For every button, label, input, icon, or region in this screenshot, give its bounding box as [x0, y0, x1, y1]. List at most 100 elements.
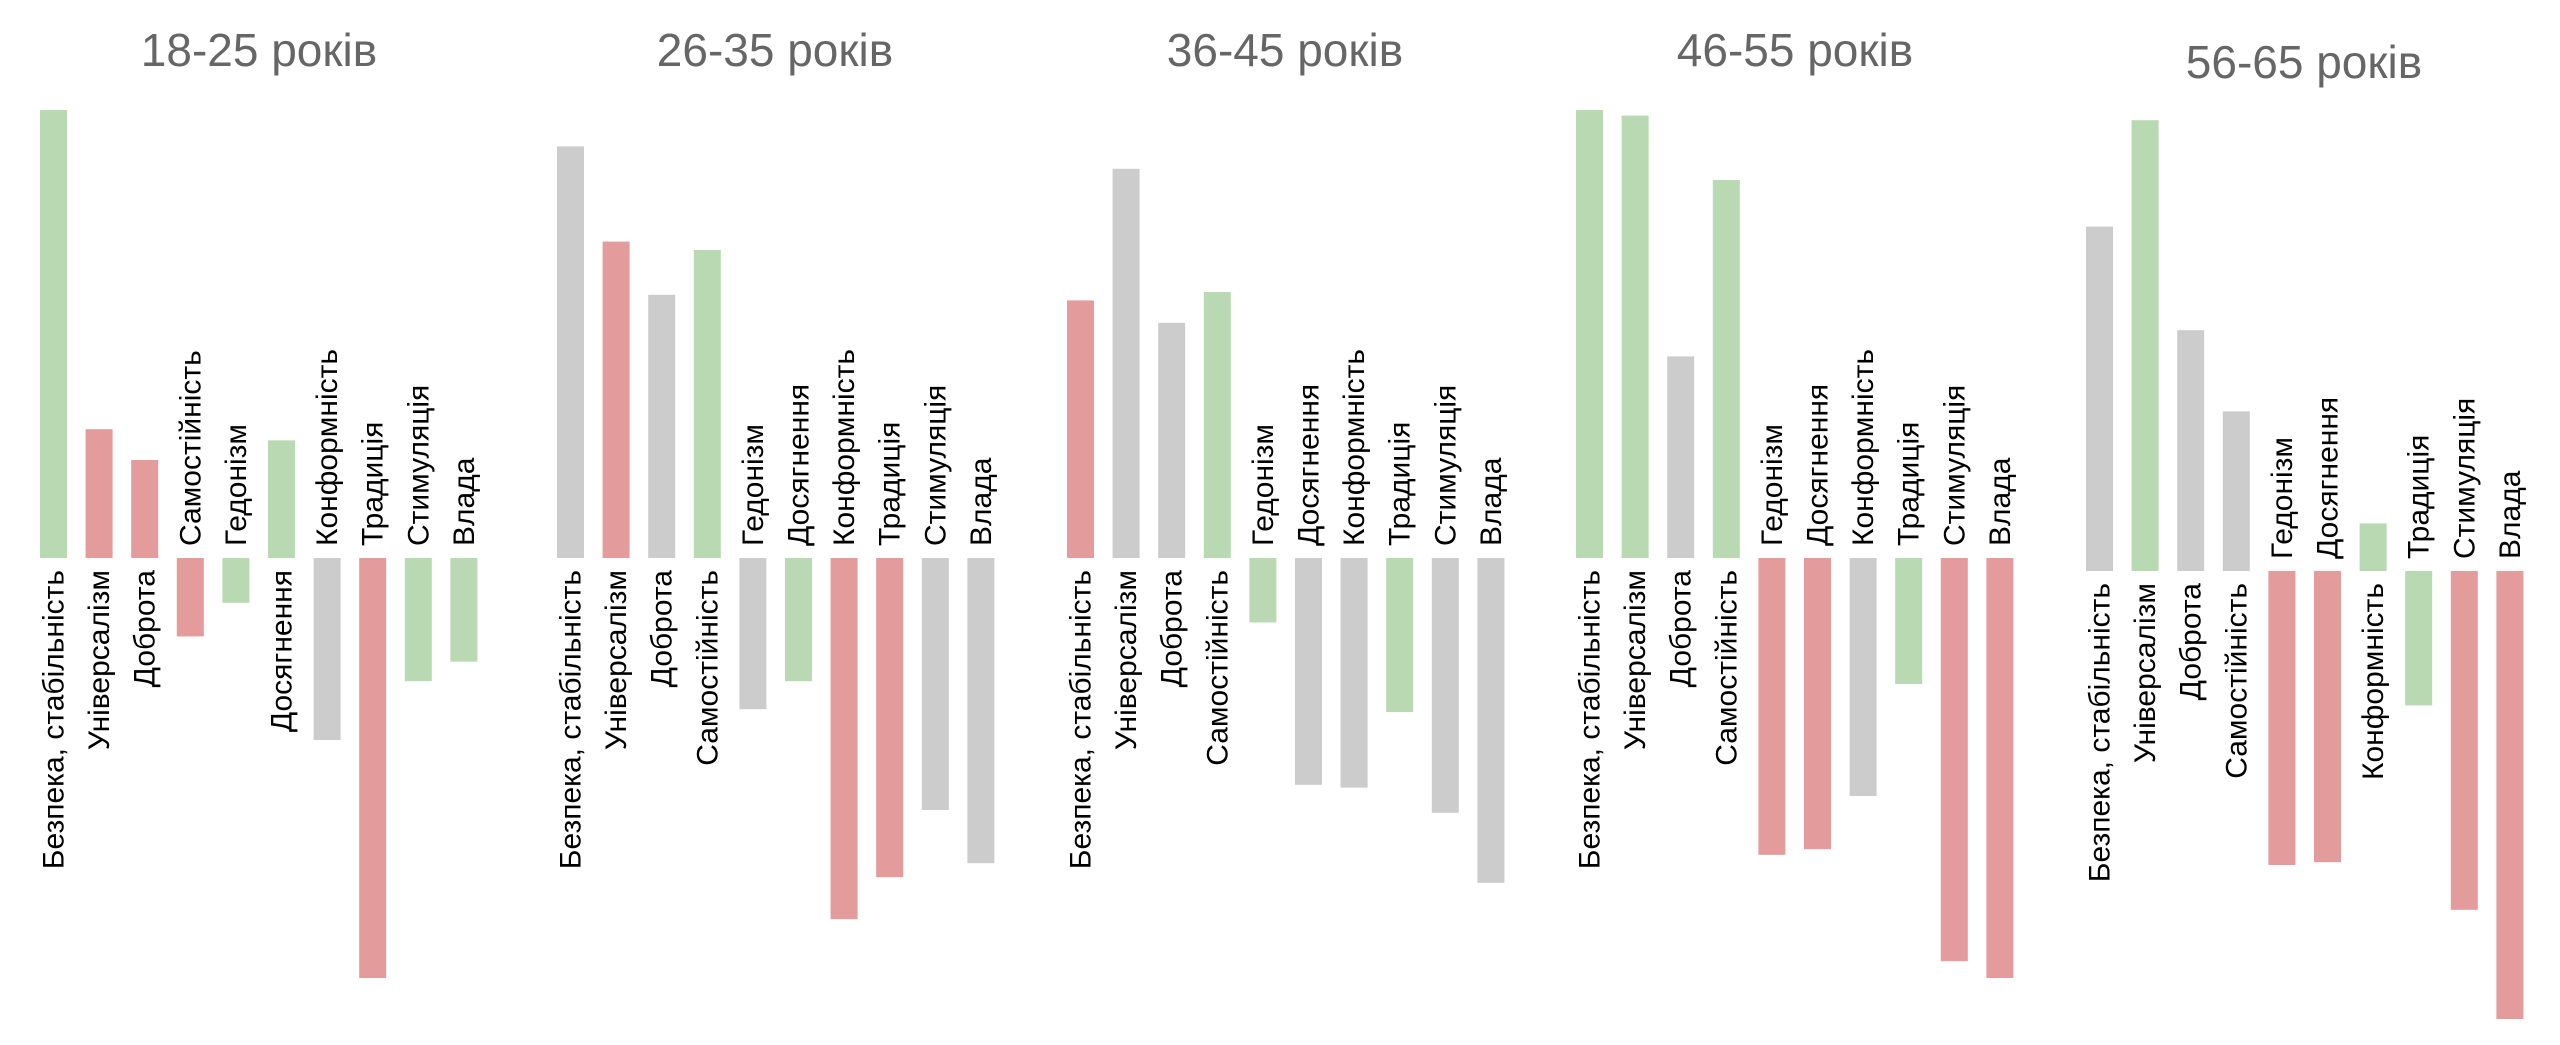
- bar-label: Гедонізм: [1756, 424, 1789, 546]
- bar-label: Традиція: [874, 422, 907, 546]
- bar-label: Доброта: [2175, 583, 2208, 701]
- panel-title: 18-25 років: [141, 24, 377, 76]
- bar: [1712, 180, 1740, 558]
- bar-label: Самостійність: [691, 570, 724, 766]
- bar: [131, 460, 159, 558]
- bar: [1940, 558, 1968, 962]
- bar: [1621, 115, 1649, 558]
- bar-label: Безпека, стабільність: [1065, 570, 1098, 869]
- bar-label: Універсалізм: [1619, 570, 1652, 750]
- panel-3: 36-45 років Безпека, стабільність Універса…: [1065, 24, 1508, 883]
- bar: [1477, 558, 1505, 883]
- bar: [1067, 300, 1094, 558]
- bar-label: Досягнення: [1293, 384, 1326, 546]
- bar-label: Стимуляція: [919, 385, 952, 546]
- bar: [1576, 110, 1603, 558]
- bar-label: Самостійність: [174, 350, 207, 546]
- bar: [2086, 226, 2113, 571]
- bar: [2496, 571, 2524, 1019]
- bar: [1804, 558, 1831, 850]
- bar-label: Досягнення: [1802, 384, 1835, 546]
- bar-label: Самостійність: [1201, 570, 1234, 766]
- bar-label: Універсалізм: [2129, 583, 2162, 763]
- bar: [2222, 411, 2250, 571]
- bar: [2359, 523, 2387, 571]
- bar: [1112, 168, 1140, 559]
- bar: [1431, 558, 1459, 813]
- bar-label: Безпека, стабільність: [2084, 583, 2117, 882]
- bar: [40, 110, 67, 558]
- bar: [2450, 571, 2478, 910]
- bar-label: Гедонізм: [2266, 437, 2299, 559]
- bar: [2131, 120, 2159, 571]
- bar: [785, 558, 812, 682]
- bar-label: Доброта: [129, 570, 162, 688]
- bar: [967, 558, 995, 864]
- bar-label: Досягнення: [783, 384, 816, 546]
- bar-label: Влада: [448, 457, 481, 546]
- bar-label: Безпека, стабільність: [1574, 570, 1607, 869]
- panel-2: 26-35 років Безпека, стабільність Універса…: [555, 24, 998, 920]
- bar: [921, 558, 949, 810]
- bar: [1295, 558, 1322, 785]
- bar: [176, 558, 204, 637]
- bar-label: Самостійність: [2220, 583, 2253, 779]
- bar-label: Конформність: [1847, 349, 1880, 546]
- bar: [1758, 558, 1786, 855]
- bar-label: Універсалізм: [600, 570, 633, 750]
- bar-label: Стимуляція: [1938, 385, 1971, 546]
- bar-label: Гедонізм: [737, 424, 770, 546]
- bar: [1340, 558, 1368, 788]
- bar-label: Влада: [2494, 470, 2527, 559]
- bar-label: Влада: [1475, 457, 1508, 546]
- bar: [876, 558, 904, 878]
- bar-label: Традиція: [2403, 435, 2436, 559]
- bar: [830, 558, 858, 920]
- bar-label: Досягнення: [2312, 397, 2345, 559]
- bar: [648, 294, 676, 558]
- panel-1: 18-25 років Безпека, стабільність Універса…: [38, 24, 481, 978]
- bar-label: Універсалізм: [83, 570, 116, 750]
- bar-label: Конформність: [311, 349, 344, 546]
- panel-title: 36-45 років: [1167, 24, 1403, 76]
- bar: [1386, 558, 1414, 712]
- bar-label: Доброта: [1665, 570, 1698, 688]
- bar-label: Доброта: [1156, 570, 1189, 688]
- bar-label: Доброта: [646, 570, 679, 688]
- panel-title: 26-35 років: [657, 24, 893, 76]
- bar: [85, 429, 113, 558]
- bar-label: Гедонізм: [220, 424, 253, 546]
- bar-label: Традиція: [1384, 422, 1417, 546]
- bar: [739, 558, 767, 710]
- bar: [602, 241, 630, 558]
- panel-4: 46-55 років Безпека, стабільність Універса…: [1574, 24, 2017, 978]
- bar-label: Влада: [1984, 457, 2017, 546]
- bar: [450, 558, 478, 662]
- bar: [268, 440, 295, 558]
- bar-label: Гедонізм: [1247, 424, 1280, 546]
- bar: [1895, 558, 1923, 684]
- bar: [222, 558, 250, 603]
- bar-label: Безпека, стабільність: [38, 570, 71, 869]
- bar: [2177, 330, 2205, 571]
- bar-label: Стимуляція: [1429, 385, 1462, 546]
- bar: [693, 250, 721, 558]
- bar-label: Традиція: [357, 422, 390, 546]
- bar-label: Досягнення: [266, 570, 299, 732]
- bar-label: Самостійність: [1710, 570, 1743, 766]
- bar: [2268, 571, 2296, 865]
- bar: [2405, 571, 2433, 706]
- bar-label: Безпека, стабільність: [555, 570, 588, 869]
- bar-label: Конформність: [828, 349, 861, 546]
- bar: [557, 146, 584, 558]
- bar: [1249, 558, 1277, 623]
- bar: [359, 558, 387, 978]
- bar: [1158, 322, 1186, 558]
- panel-5: 56-65 років Безпека, стабільність Універса…: [2084, 36, 2527, 1019]
- bar: [404, 558, 432, 682]
- bar-label: Традиція: [1893, 422, 1926, 546]
- bar-label: Стимуляція: [402, 385, 435, 546]
- bar-label: Влада: [965, 457, 998, 546]
- bar-label: Стимуляція: [2448, 398, 2481, 559]
